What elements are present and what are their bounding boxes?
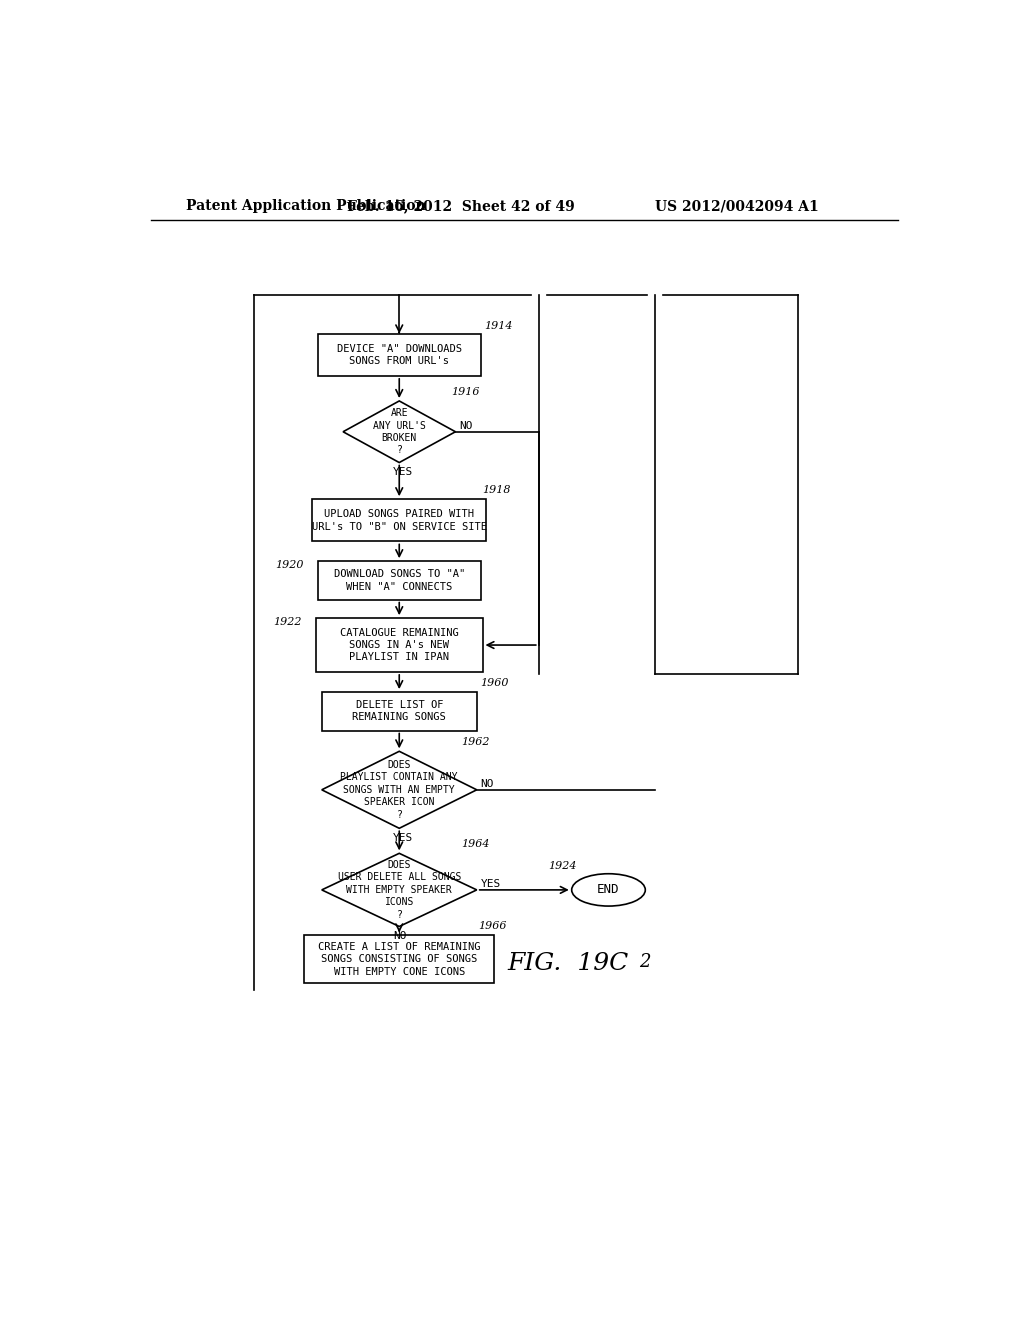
Text: CREATE A LIST OF REMAINING
SONGS CONSISTING OF SONGS
WITH EMPTY CONE ICONS: CREATE A LIST OF REMAINING SONGS CONSIST…: [318, 941, 480, 977]
Text: 2: 2: [640, 953, 651, 970]
Text: 1966: 1966: [478, 921, 507, 931]
Text: DELETE LIST OF
REMAINING SONGS: DELETE LIST OF REMAINING SONGS: [352, 700, 446, 722]
Text: 1924: 1924: [549, 861, 577, 871]
Text: 1918: 1918: [482, 484, 511, 495]
FancyBboxPatch shape: [316, 618, 482, 672]
Text: END: END: [597, 883, 620, 896]
Text: DEVICE "A" DOWNLOADS
SONGS FROM URL's: DEVICE "A" DOWNLOADS SONGS FROM URL's: [337, 343, 462, 366]
Text: Feb. 16, 2012  Sheet 42 of 49: Feb. 16, 2012 Sheet 42 of 49: [347, 199, 575, 213]
Text: 1920: 1920: [275, 560, 304, 570]
Text: 1964: 1964: [461, 840, 489, 849]
FancyBboxPatch shape: [317, 334, 480, 376]
Text: DOES
PLAYLIST CONTAIN ANY
SONGS WITH AN EMPTY
SPEAKER ICON
?: DOES PLAYLIST CONTAIN ANY SONGS WITH AN …: [341, 760, 458, 820]
Text: 1916: 1916: [452, 387, 480, 397]
Text: 1962: 1962: [461, 737, 489, 747]
FancyBboxPatch shape: [312, 499, 486, 541]
Text: NO: NO: [393, 931, 407, 941]
Text: NO: NO: [460, 421, 473, 430]
Text: YES: YES: [393, 467, 414, 477]
Text: UPLOAD SONGS PAIRED WITH
URL's TO "B" ON SERVICE SITE: UPLOAD SONGS PAIRED WITH URL's TO "B" ON…: [311, 510, 486, 532]
Polygon shape: [343, 401, 456, 462]
Text: CATALOGUE REMAINING
SONGS IN A's NEW
PLAYLIST IN IPAN: CATALOGUE REMAINING SONGS IN A's NEW PLA…: [340, 627, 459, 663]
Text: Patent Application Publication: Patent Application Publication: [186, 199, 426, 213]
Polygon shape: [322, 853, 477, 927]
FancyBboxPatch shape: [304, 936, 495, 983]
Text: YES: YES: [393, 833, 414, 842]
Ellipse shape: [571, 874, 645, 906]
Text: NO: NO: [480, 779, 495, 788]
Text: DOWNLOAD SONGS TO "A"
WHEN "A" CONNECTS: DOWNLOAD SONGS TO "A" WHEN "A" CONNECTS: [334, 569, 465, 591]
Text: 1914: 1914: [484, 321, 513, 331]
FancyBboxPatch shape: [322, 692, 477, 730]
Text: 1922: 1922: [273, 616, 302, 627]
Text: US 2012/0042094 A1: US 2012/0042094 A1: [655, 199, 819, 213]
Text: ARE
ANY URL'S
BROKEN
?: ARE ANY URL'S BROKEN ?: [373, 408, 426, 455]
Text: DOES
USER DELETE ALL SONGS
WITH EMPTY SPEAKER
ICONS
?: DOES USER DELETE ALL SONGS WITH EMPTY SP…: [338, 861, 461, 920]
Text: YES: YES: [480, 879, 501, 888]
Text: 1960: 1960: [480, 677, 509, 688]
FancyBboxPatch shape: [317, 561, 480, 599]
Text: FIG.  19C: FIG. 19C: [508, 952, 629, 974]
Polygon shape: [322, 751, 477, 829]
